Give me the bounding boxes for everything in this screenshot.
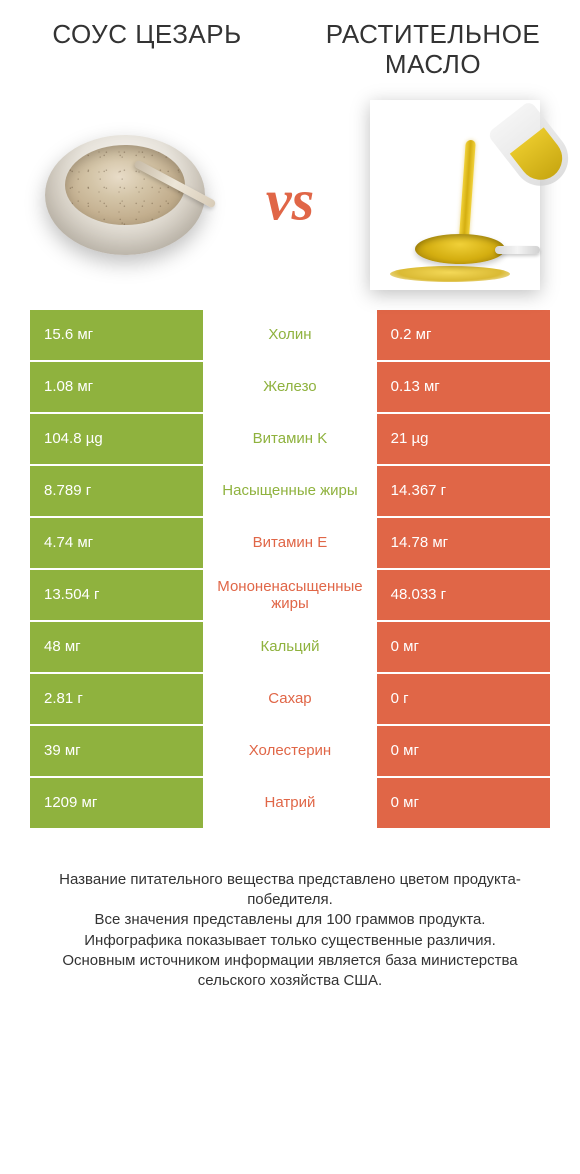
value-left: 15.6 мг (30, 310, 203, 360)
nutrient-name: Натрий (203, 778, 376, 828)
value-left: 48 мг (30, 622, 203, 672)
title-right: РАСТИТЕЛЬНОЕ МАСЛО (316, 20, 550, 80)
table-row: 48 мгКальций0 мг (30, 622, 550, 674)
value-left: 1.08 мг (30, 362, 203, 412)
table-row: 1.08 мгЖелезо0.13 мг (30, 362, 550, 414)
header: СОУС ЦЕЗАРЬ РАСТИТЕЛЬНОЕ МАСЛО (0, 0, 580, 90)
product-image-right (360, 100, 550, 290)
nutrient-name: Сахар (203, 674, 376, 724)
table-row: 8.789 гНасыщенные жиры14.367 г (30, 466, 550, 518)
value-right: 0 мг (377, 778, 550, 828)
value-left: 2.81 г (30, 674, 203, 724)
product-image-left (30, 100, 220, 290)
value-left: 104.8 µg (30, 414, 203, 464)
value-left: 8.789 г (30, 466, 203, 516)
nutrient-name: Витамин E (203, 518, 376, 568)
footer-note: Название питательного вещества представл… (0, 830, 580, 1012)
table-row: 13.504 гМононенасыщенные жиры48.033 г (30, 570, 550, 622)
value-right: 0.2 мг (377, 310, 550, 360)
value-left: 4.74 мг (30, 518, 203, 568)
nutrient-name: Витамин K (203, 414, 376, 464)
value-right: 48.033 г (377, 570, 550, 620)
table-row: 104.8 µgВитамин K21 µg (30, 414, 550, 466)
title-left: СОУС ЦЕЗАРЬ (30, 20, 264, 50)
images-row: vs (0, 90, 580, 310)
table-row: 4.74 мгВитамин E14.78 мг (30, 518, 550, 570)
value-right: 0.13 мг (377, 362, 550, 412)
nutrient-name: Насыщенные жиры (203, 466, 376, 516)
value-left: 13.504 г (30, 570, 203, 620)
nutrient-name: Мононенасыщенные жиры (203, 570, 376, 620)
table-row: 39 мгХолестерин0 мг (30, 726, 550, 778)
nutrient-name: Холестерин (203, 726, 376, 776)
caesar-bowl-icon (40, 110, 210, 280)
value-right: 14.367 г (377, 466, 550, 516)
nutrient-name: Железо (203, 362, 376, 412)
table-row: 2.81 гСахар0 г (30, 674, 550, 726)
value-left: 39 мг (30, 726, 203, 776)
nutrient-name: Кальций (203, 622, 376, 672)
value-right: 0 мг (377, 726, 550, 776)
vs-label: vs (266, 166, 314, 233)
value-right: 14.78 мг (377, 518, 550, 568)
nutrition-table: 15.6 мгХолин0.2 мг1.08 мгЖелезо0.13 мг10… (0, 310, 580, 830)
value-right: 0 мг (377, 622, 550, 672)
value-right: 21 µg (377, 414, 550, 464)
value-right: 0 г (377, 674, 550, 724)
table-row: 15.6 мгХолин0.2 мг (30, 310, 550, 362)
table-row: 1209 мгНатрий0 мг (30, 778, 550, 830)
nutrient-name: Холин (203, 310, 376, 360)
value-left: 1209 мг (30, 778, 203, 828)
oil-pour-icon (370, 100, 540, 290)
